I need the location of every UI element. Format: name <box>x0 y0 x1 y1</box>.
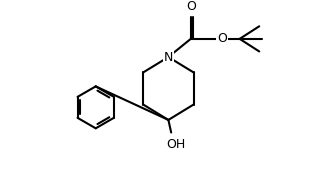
Text: O: O <box>217 32 227 45</box>
Text: O: O <box>186 0 196 13</box>
Text: OH: OH <box>167 138 186 151</box>
Text: N: N <box>164 50 173 63</box>
